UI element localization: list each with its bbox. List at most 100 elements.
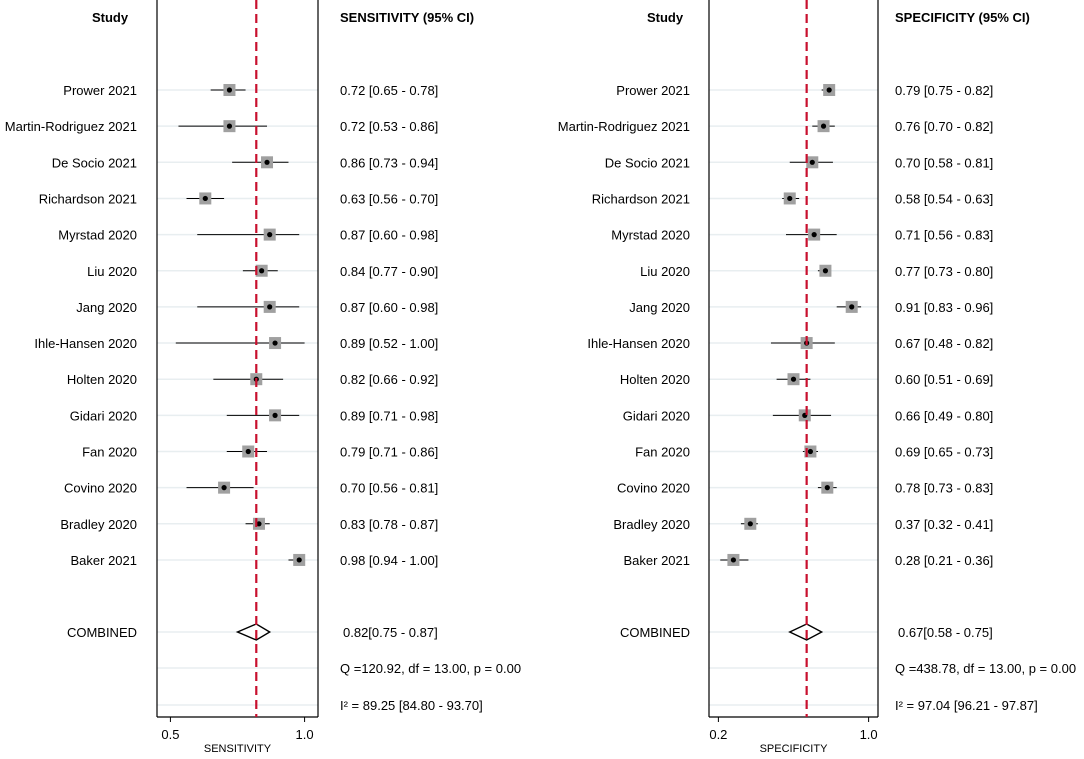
study-estimate-text: 0.60 [0.51 - 0.69] <box>895 372 993 387</box>
study-name-label: Prower 2021 <box>616 83 690 98</box>
study-estimate-text: 0.37 [0.32 - 0.41] <box>895 517 993 532</box>
point-estimate-dot <box>256 521 262 527</box>
study-name-label: Myrstad 2020 <box>58 228 137 243</box>
study-estimate-text: 0.83 [0.78 - 0.87] <box>340 517 438 532</box>
point-estimate-dot <box>264 159 270 165</box>
study-estimate-text: 0.91 [0.83 - 0.96] <box>895 300 993 315</box>
point-estimate-dot <box>221 485 227 491</box>
x-axis-title: SPECIFICITY <box>760 743 829 755</box>
point-estimate-dot <box>245 448 251 455</box>
study-name-label: Myrstad 2020 <box>611 228 690 243</box>
x-tick-label: 1.0 <box>860 727 878 742</box>
point-estimate-dot <box>272 412 278 418</box>
study-name-label: Richardson 2021 <box>39 191 137 206</box>
study-name-label: Covino 2020 <box>64 481 137 496</box>
study-name-label: Prower 2021 <box>63 83 137 98</box>
study-name-label: Liu 2020 <box>640 264 690 279</box>
study-estimate-text: 0.78 [0.73 - 0.83] <box>895 481 993 496</box>
point-estimate-dot <box>747 521 753 527</box>
point-estimate-dot <box>826 87 832 93</box>
study-name-label: Richardson 2021 <box>592 191 690 206</box>
study-estimate-text: 0.69 [0.65 - 0.73] <box>895 445 993 460</box>
study-name-label: Holten 2020 <box>67 372 137 387</box>
study-name-label: Gidari 2020 <box>623 408 690 423</box>
point-estimate-dot <box>811 232 817 238</box>
study-column-header: Study <box>647 10 684 25</box>
point-estimate-dot <box>202 195 208 202</box>
study-name-label: Fan 2020 <box>635 445 690 460</box>
combined-estimate-text: 0.82[0.75 - 0.87] <box>343 625 438 640</box>
study-name-label: Baker 2021 <box>624 553 691 568</box>
study-name-label: Fan 2020 <box>82 445 137 460</box>
study-estimate-text: 0.71 [0.56 - 0.83] <box>895 228 993 243</box>
study-estimate-text: 0.89 [0.71 - 0.98] <box>340 408 438 423</box>
combined-label: COMBINED <box>620 625 690 640</box>
study-estimate-text: 0.72 [0.65 - 0.78] <box>340 83 438 98</box>
study-name-label: Baker 2021 <box>71 553 138 568</box>
estimate-column-header: SPECIFICITY (95% CI) <box>895 10 1030 25</box>
forest-panel-sensitivity: Study SENSITIVITY (95% CI) 0.5 1.0 SENSITIVI… <box>5 0 521 755</box>
x-tick-label: 0.2 <box>709 727 727 742</box>
study-name-label: Covino 2020 <box>617 481 690 496</box>
study-estimate-text: 0.76 [0.70 - 0.82] <box>895 119 993 134</box>
forest-panel-specificity: Study SPECIFICITY (95% CI) 0.2 1.0 SPECIFICI… <box>558 0 1076 755</box>
study-estimate-text: 0.82 [0.66 - 0.92] <box>340 372 438 387</box>
point-estimate-dot <box>267 304 273 310</box>
heterogeneity-i2-text: I² = 89.25 [84.80 - 93.70] <box>340 698 483 713</box>
study-name-label: Jang 2020 <box>629 300 690 315</box>
estimate-column-header: SENSITIVITY (95% CI) <box>340 10 474 25</box>
point-estimate-dot <box>259 268 265 274</box>
combined-label: COMBINED <box>67 625 137 640</box>
study-name-label: Martin-Rodriguez 2021 <box>5 119 137 134</box>
study-column-header: Study <box>92 10 129 25</box>
study-estimate-text: 0.87 [0.60 - 0.98] <box>340 228 438 243</box>
point-estimate-dot <box>730 557 737 563</box>
combined-estimate-text: 0.67[0.58 - 0.75] <box>898 625 993 640</box>
point-estimate-dot <box>790 376 797 382</box>
study-estimate-text: 0.70 [0.58 - 0.81] <box>895 155 993 170</box>
study-estimate-text: 0.63 [0.56 - 0.70] <box>340 191 438 206</box>
study-estimate-text: 0.79 [0.71 - 0.86] <box>340 445 438 460</box>
heterogeneity-i2-text: I² = 97.04 [96.21 - 97.87] <box>895 698 1038 713</box>
point-estimate-dot <box>267 232 273 238</box>
study-name-label: Martin-Rodriguez 2021 <box>558 119 690 134</box>
point-estimate-dot <box>822 268 829 274</box>
x-tick-label: 1.0 <box>296 727 314 742</box>
heterogeneity-q-text: Q =120.92, df = 13.00, p = 0.00 <box>340 661 521 676</box>
study-estimate-text: 0.58 [0.54 - 0.63] <box>895 191 993 206</box>
study-name-label: De Socio 2021 <box>52 155 137 170</box>
study-estimate-text: 0.84 [0.77 - 0.90] <box>340 264 438 279</box>
point-estimate-dot <box>226 87 233 93</box>
x-tick-label: 0.5 <box>161 727 179 742</box>
study-name-label: Liu 2020 <box>87 264 137 279</box>
study-estimate-text: 0.89 [0.52 - 1.00] <box>340 336 438 351</box>
study-name-label: Bradley 2020 <box>613 517 690 532</box>
point-estimate-dot <box>824 485 830 491</box>
study-name-label: Jang 2020 <box>76 300 137 315</box>
point-estimate-dot <box>849 304 855 310</box>
study-estimate-text: 0.77 [0.73 - 0.80] <box>895 264 993 279</box>
study-estimate-text: 0.67 [0.48 - 0.82] <box>895 336 993 351</box>
point-estimate-dot <box>272 340 278 346</box>
study-name-label: Ihle-Hansen 2020 <box>587 336 690 351</box>
combined-diamond <box>235 623 272 641</box>
point-estimate-dot <box>787 195 793 202</box>
study-estimate-text: 0.70 [0.56 - 0.81] <box>340 481 438 496</box>
study-name-label: Ihle-Hansen 2020 <box>34 336 137 351</box>
study-name-label: Gidari 2020 <box>70 408 137 423</box>
study-name-label: Bradley 2020 <box>60 517 137 532</box>
study-estimate-text: 0.86 [0.73 - 0.94] <box>340 155 438 170</box>
point-estimate-dot <box>807 448 814 455</box>
x-axis-title: SENSITIVITY <box>204 743 272 755</box>
study-estimate-text: 0.98 [0.94 - 1.00] <box>340 553 438 568</box>
study-estimate-text: 0.72 [0.53 - 0.86] <box>340 119 438 134</box>
study-name-label: Holten 2020 <box>620 372 690 387</box>
point-estimate-dot <box>820 123 827 129</box>
heterogeneity-q-text: Q =438.78, df = 13.00, p = 0.00 <box>895 661 1076 676</box>
point-estimate-dot <box>226 123 233 129</box>
study-estimate-text: 0.66 [0.49 - 0.80] <box>895 408 993 423</box>
study-name-label: De Socio 2021 <box>605 155 690 170</box>
study-estimate-text: 0.28 [0.21 - 0.36] <box>895 553 993 568</box>
study-estimate-text: 0.87 [0.60 - 0.98] <box>340 300 438 315</box>
